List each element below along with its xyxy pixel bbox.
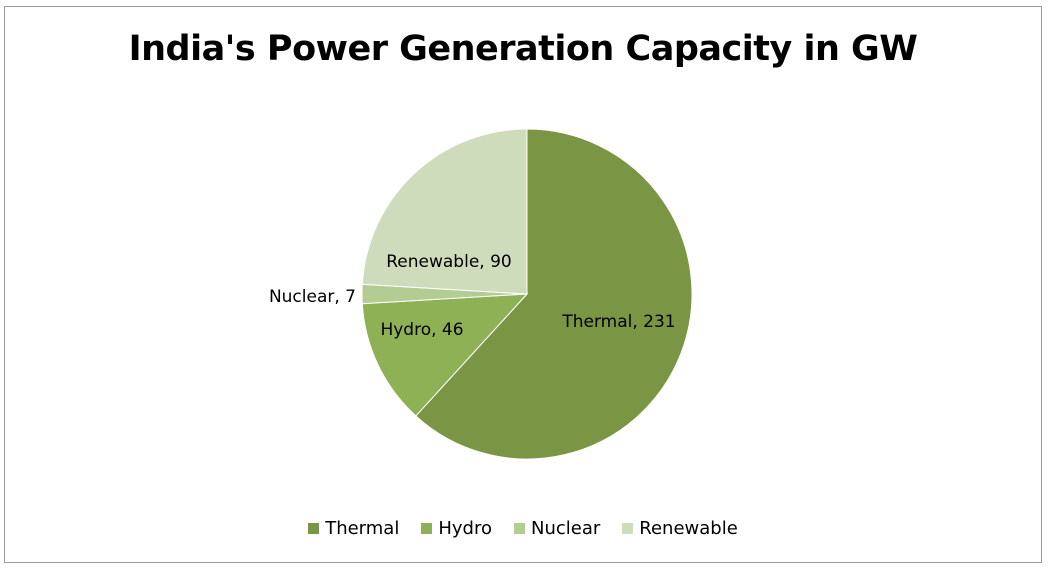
legend-item-hydro: Hydro [421, 518, 492, 539]
legend-label-thermal: Thermal [325, 518, 400, 539]
legend-item-renewable: Renewable [622, 518, 738, 539]
legend-swatch-hydro [421, 523, 433, 534]
legend-label-renewable: Renewable [639, 518, 738, 539]
pie-slice-hydro [361, 293, 529, 417]
data-label-hydro: Hydro, 46 [380, 320, 463, 340]
chart-frame: India's Power Generation Capacity in GW … [4, 6, 1042, 563]
data-label-nuclear: Nuclear, 7 [269, 287, 356, 307]
legend-label-nuclear: Nuclear [530, 518, 601, 539]
legend-swatch-renewable [622, 523, 634, 534]
legend-swatch-thermal [308, 523, 320, 534]
legend-swatch-nuclear [513, 523, 525, 534]
legend-item-thermal: Thermal [308, 518, 399, 539]
data-label-renewable: Renewable, 90 [386, 252, 511, 272]
chart-title: India's Power Generation Capacity in GW [128, 29, 918, 69]
chart-legend: Thermal Hydro Nuclear Renewable [5, 518, 1041, 539]
pie-slice-renewable [361, 128, 528, 295]
pie-slice-thermal [415, 128, 693, 460]
pie-chart: Thermal, 231 Hydro, 46 Nuclear, 7 Renewable… [269, 128, 693, 460]
data-label-thermal: Thermal, 231 [561, 312, 675, 332]
legend-label-hydro: Hydro [438, 518, 492, 539]
legend-item-nuclear: Nuclear [513, 518, 601, 539]
